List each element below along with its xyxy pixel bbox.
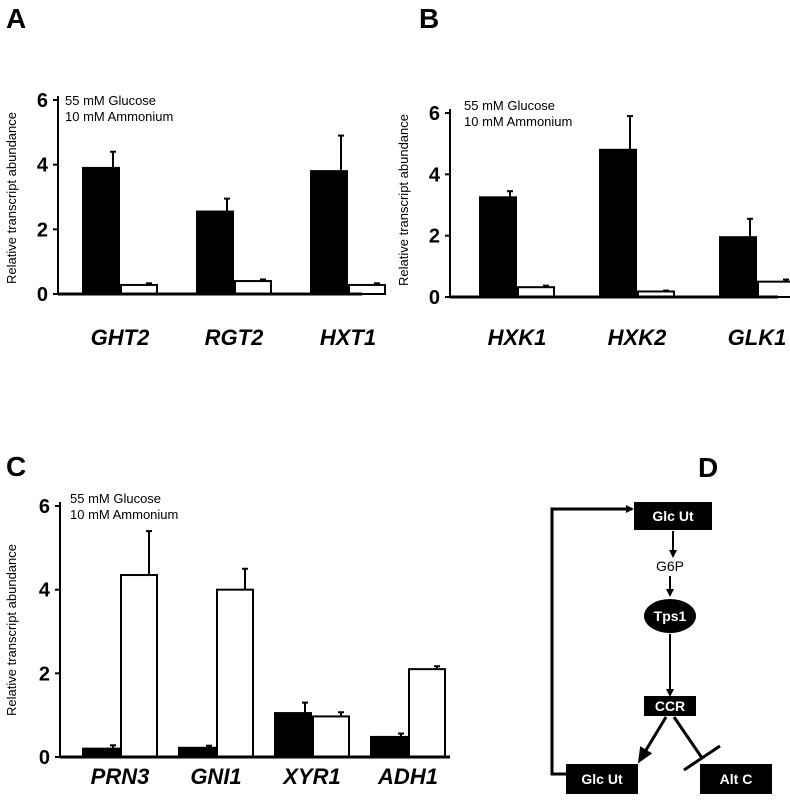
glc-ut-top-box xyxy=(634,502,712,530)
y-tick-label: 2 xyxy=(429,226,440,248)
bar xyxy=(216,588,254,759)
y-tick-label: 6 xyxy=(37,90,48,112)
bar xyxy=(599,148,637,298)
y-tick-label: 0 xyxy=(39,747,50,769)
panel-letter-b: B xyxy=(419,3,439,34)
alt-c-label: Alt C xyxy=(720,771,753,787)
bar xyxy=(479,196,517,298)
category-label: RGT2 xyxy=(205,325,264,350)
annotation-line-2: 10 mM Ammonium xyxy=(70,507,178,522)
panel-letter-c: C xyxy=(6,451,26,482)
bar xyxy=(719,236,757,298)
y-tick-label: 0 xyxy=(429,287,440,309)
ccr-label: CCR xyxy=(655,698,685,714)
y-tick-label: 2 xyxy=(37,219,48,241)
y-axis-label: Relative transcript abundance xyxy=(4,544,19,716)
bar-chart-b: 0 2 4 6 HXK1 HXK2 GLK1 xyxy=(429,103,790,350)
y-tick-label: 6 xyxy=(39,496,50,518)
category-label: GHT2 xyxy=(91,325,150,350)
glc-ut-bottom-box xyxy=(566,764,638,794)
bar-chart-a: 0 2 4 6 GHT2 RGT2 HXT1 xyxy=(37,90,386,350)
bar xyxy=(234,280,272,296)
annotation-line-2: 10 mM Ammonium xyxy=(65,109,173,124)
annotation-line-1: 55 mM Glucose xyxy=(65,93,156,108)
bar xyxy=(82,166,120,295)
bar-chart-c: 0 2 4 6 PRN3 GNI1 XYR1 ADH1 xyxy=(39,496,450,789)
y-tick-label: 4 xyxy=(37,155,49,177)
y-tick-label: 6 xyxy=(429,103,440,125)
bar xyxy=(312,715,350,759)
bar xyxy=(348,283,386,295)
g6p-label: G6P xyxy=(656,558,684,574)
annotation-line-1: 55 mM Glucose xyxy=(464,98,555,113)
annotation-line-2: 10 mM Ammonium xyxy=(464,114,572,129)
panel-letter-a: A xyxy=(6,3,26,34)
panel-c: C 55 mM Glucose 10 mM Ammonium Relative … xyxy=(4,451,450,789)
bar xyxy=(120,574,158,759)
category-label: ADH1 xyxy=(377,764,438,789)
category-label: HXK2 xyxy=(608,325,667,350)
bar xyxy=(310,170,348,295)
y-axis-label: Relative transcript abundance xyxy=(4,112,19,284)
category-label: GNI1 xyxy=(190,764,241,789)
arrow-ccr-to-glcut xyxy=(637,716,668,764)
glc-ut-bottom-label: Glc Ut xyxy=(581,771,623,787)
y-tick-label: 4 xyxy=(429,164,441,186)
bar xyxy=(274,712,312,759)
y-axis-label: Relative transcript abundance xyxy=(396,114,411,286)
panel-a: A 55 mM Glucose 10 mM Ammonium Relative … xyxy=(4,3,386,350)
bar xyxy=(196,210,234,295)
category-label: GLK1 xyxy=(728,325,787,350)
glc-ut-top-label: Glc Ut xyxy=(652,508,694,524)
panel-d: D Glc Ut G6P Tps1 CCR Glc Ut Alt C xyxy=(550,452,772,794)
category-label: XYR1 xyxy=(281,764,340,789)
inhibition-bar xyxy=(683,744,721,772)
category-label: HXK1 xyxy=(488,325,547,350)
ccr-box xyxy=(644,696,696,716)
feedback-loop xyxy=(550,505,634,776)
bar xyxy=(408,668,446,759)
tps1-label: Tps1 xyxy=(654,608,687,624)
bar xyxy=(757,280,790,298)
panel-b: B 55 mM Glucose 10 mM Ammonium Relative … xyxy=(396,3,790,350)
tps1-node xyxy=(644,599,696,633)
annotation-line-1: 55 mM Glucose xyxy=(70,491,161,506)
y-tick-label: 2 xyxy=(39,663,50,685)
panel-letter-d: D xyxy=(698,452,718,483)
y-tick-label: 4 xyxy=(39,580,51,602)
inhibition-ccr-to-altc xyxy=(672,716,704,759)
y-tick-label: 0 xyxy=(37,284,48,306)
alt-c-box xyxy=(700,764,772,794)
category-label: HXT1 xyxy=(320,325,376,350)
category-label: PRN3 xyxy=(91,764,150,789)
bar xyxy=(370,735,408,758)
